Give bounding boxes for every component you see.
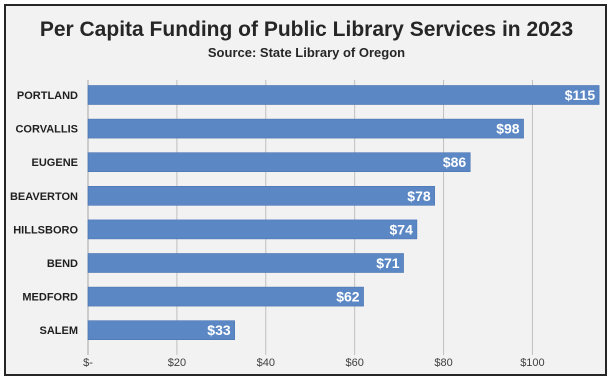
value-label-portland: $115 <box>565 87 596 103</box>
chart-subtitle: Source: State Library of Oregon <box>207 45 406 60</box>
value-label-beaverton: $78 <box>407 188 431 204</box>
category-label-eugene: EUGENE <box>32 157 78 169</box>
x-tick-label-4: $80 <box>434 357 452 368</box>
bar-hillsboro <box>87 219 418 240</box>
value-label-bend: $71 <box>376 255 400 271</box>
label-layer: $- $20 $40 $60 $80 $100 PORTLAND $115 CORVALLIS $… <box>10 87 595 368</box>
bar-portland <box>87 85 600 105</box>
value-label-medford: $62 <box>336 289 360 305</box>
x-tick-label-3: $60 <box>345 357 363 368</box>
bar-layer <box>87 85 600 341</box>
category-label-bend: BEND <box>47 258 78 270</box>
chart-title: Per Capita Funding of Public Library Ser… <box>39 18 574 41</box>
category-label-corvallis: CORVALLIS <box>15 124 78 136</box>
category-label-hillsboro: HILLSBORO <box>13 224 78 236</box>
bar-beaverton <box>87 186 435 206</box>
x-tick-label-2: $40 <box>257 357 275 368</box>
value-label-hillsboro: $74 <box>390 221 414 237</box>
bar-bend <box>87 253 404 273</box>
x-tick-label-5: $100 <box>520 357 544 368</box>
bar-corvallis <box>87 118 524 139</box>
value-label-corvallis: $98 <box>496 121 520 137</box>
value-label-salem: $33 <box>207 322 231 338</box>
x-tick-label-0: $- <box>83 357 93 368</box>
category-label-portland: PORTLAND <box>17 90 78 102</box>
bar-eugene <box>87 152 471 172</box>
bar-salem <box>87 320 235 341</box>
category-label-salem: SALEM <box>40 325 79 337</box>
bar-chart: $- $20 $40 $60 $80 $100 PORTLAND $115 CORVALLIS $… <box>10 80 600 368</box>
x-tick-label-1: $20 <box>168 357 186 368</box>
category-label-beaverton: BEAVERTON <box>10 191 78 203</box>
category-label-medford: MEDFORD <box>22 292 78 304</box>
bar-medford <box>87 286 364 307</box>
value-label-eugene: $86 <box>443 154 467 170</box>
